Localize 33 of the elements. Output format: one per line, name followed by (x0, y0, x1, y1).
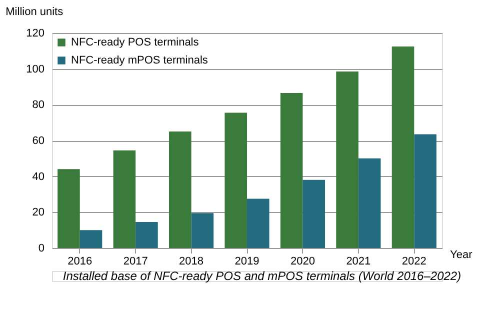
x-tick-label: 2022 (402, 256, 426, 268)
x-tick-label: 2019 (234, 256, 260, 268)
x-axis-title: Year (450, 249, 473, 261)
text: Installed base of NFC-ready POS and mPOS terminals (World 2016–2022) (62, 269, 462, 283)
y-tick-label: 60 (32, 135, 44, 147)
bar (302, 180, 325, 248)
x-tick-label: 2016 (68, 256, 92, 268)
bar (224, 112, 247, 248)
y-tick-label: 120 (26, 28, 44, 40)
bar (191, 213, 214, 248)
bar (247, 198, 270, 248)
bar (358, 158, 381, 248)
x-tick-label: 2017 (123, 256, 148, 268)
x-tick-label: 2020 (290, 256, 315, 268)
bar (414, 134, 436, 248)
x-tick-label: 2021 (346, 256, 371, 268)
bar (113, 150, 136, 248)
legend-label: NFC-ready POS terminals (71, 36, 200, 48)
legend-label: NFC-ready mPOS terminals (71, 54, 208, 66)
y-tick-label: 80 (32, 99, 44, 112)
bar (392, 46, 414, 248)
y-tick-label: 100 (26, 63, 44, 76)
y-tick-label: 20 (32, 206, 44, 219)
x-tick-label: 2018 (179, 256, 204, 268)
bar (336, 72, 358, 248)
bar (58, 169, 80, 248)
y-axis-title: Million units (6, 6, 64, 18)
bar (80, 230, 102, 248)
bar (280, 93, 303, 248)
bar (136, 222, 158, 248)
y-tick-label: 0 (38, 242, 44, 254)
bar (169, 132, 192, 248)
y-tick-label: 40 (32, 170, 44, 183)
